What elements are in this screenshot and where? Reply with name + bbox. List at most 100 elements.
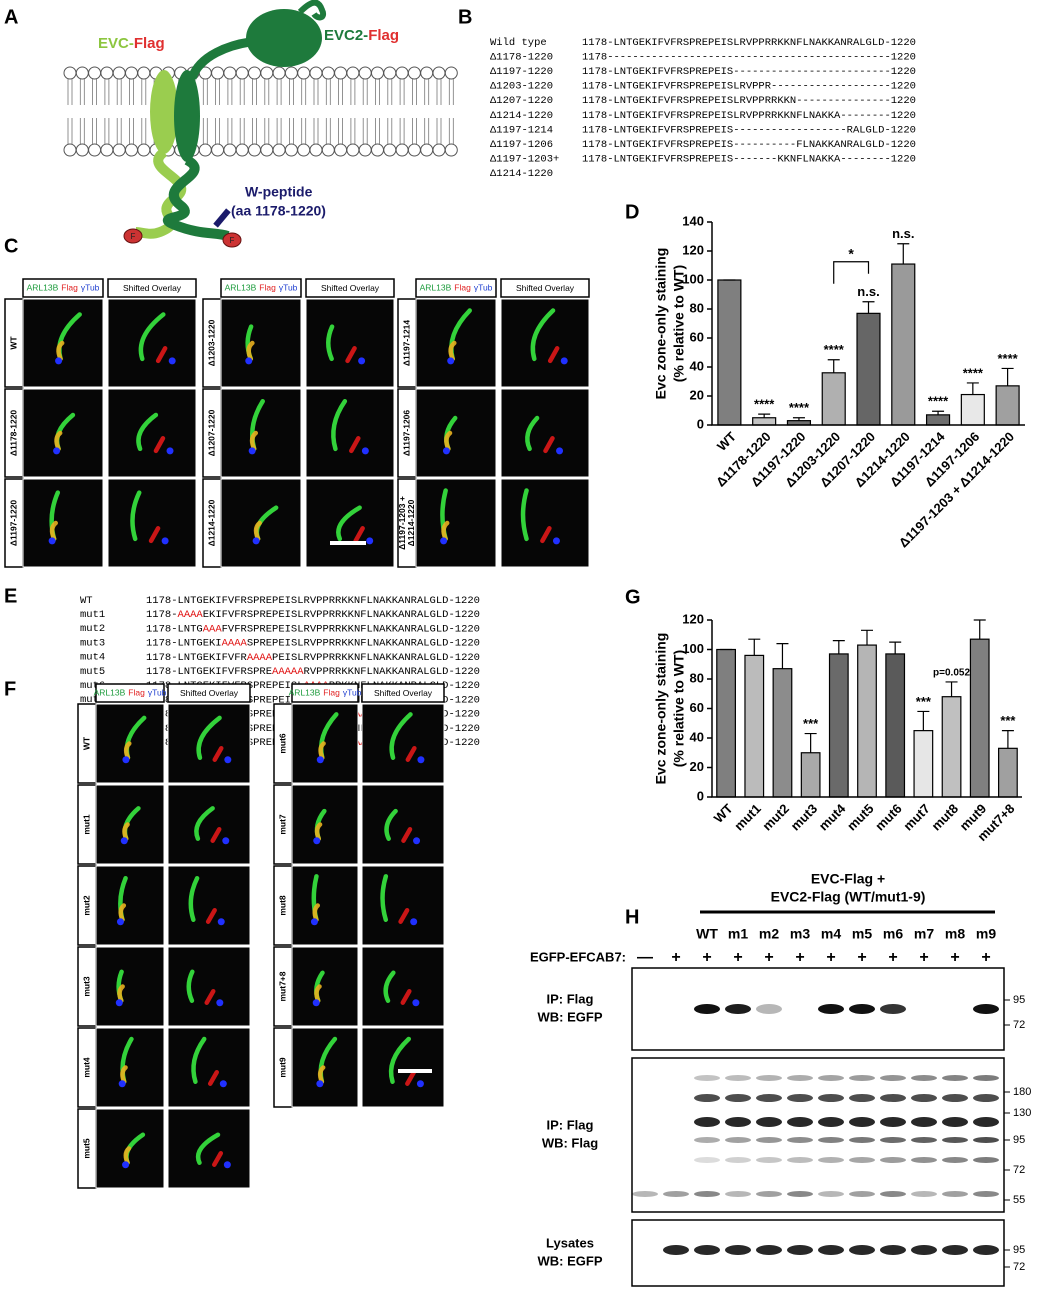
lipid-head bbox=[395, 143, 409, 157]
lane-label: m4 bbox=[821, 926, 841, 942]
y-axis-title: (% relative to WT) bbox=[671, 650, 687, 767]
lane-sign: — bbox=[637, 949, 653, 966]
header-box bbox=[500, 278, 590, 298]
row-label: EGFP-EFCAB7: bbox=[530, 949, 626, 964]
blot-band bbox=[818, 1094, 844, 1102]
significance-label: *** bbox=[803, 716, 819, 731]
sequence-part: RVPPRRKKNFLNAKKANRALGLD-1220 bbox=[304, 666, 480, 678]
micrograph bbox=[361, 703, 445, 784]
sequence-part: SPREPEISLRVPPRRKKNFLNAKKANRALGLD-1220 bbox=[247, 637, 480, 649]
sequence-part: FVFRSPREPEISLRVPPRRKKNFLNAKKANRALGLD-122… bbox=[222, 623, 480, 635]
blot-band bbox=[849, 1004, 875, 1014]
sequence: 1178-LNTGEKIFVFRSPREPEISLRVPPR----------… bbox=[582, 81, 916, 93]
blot-band bbox=[756, 1004, 782, 1014]
mw-marker: 95 bbox=[1013, 1244, 1025, 1256]
y-axis-title: Evc zone-only staining bbox=[653, 248, 669, 400]
tile-label: Δ1207-1220 bbox=[206, 409, 216, 456]
micrograph bbox=[95, 703, 165, 784]
panel-label: C bbox=[4, 235, 18, 257]
error-bar bbox=[758, 413, 771, 418]
cilium-green bbox=[136, 412, 159, 452]
blot-band bbox=[725, 1157, 751, 1163]
basal-body bbox=[245, 357, 253, 365]
sequence: 1178-LNTGEKIFVFRSPREPEIS----------------… bbox=[582, 124, 916, 136]
lane-label: m5 bbox=[852, 926, 872, 942]
tile-label: mut7 bbox=[277, 814, 287, 835]
mutant-name: mut5 bbox=[80, 666, 105, 678]
micrograph bbox=[95, 865, 165, 946]
y-tick-label: 120 bbox=[682, 611, 704, 626]
blot-band bbox=[756, 1075, 782, 1081]
y-axis-title: (% relative to WT) bbox=[671, 265, 687, 382]
significance-label: *** bbox=[1000, 713, 1016, 728]
micrograph bbox=[22, 388, 104, 478]
blot-band bbox=[725, 1117, 751, 1127]
bar bbox=[995, 385, 1020, 426]
significance-label: *** bbox=[916, 694, 932, 709]
basal-body bbox=[366, 537, 374, 545]
stain-gtub: γTub bbox=[343, 688, 362, 698]
significance-label: **** bbox=[754, 397, 775, 412]
stain-flag: Flag bbox=[323, 688, 340, 698]
blot-band bbox=[973, 1117, 999, 1127]
cilium-green bbox=[191, 1036, 207, 1084]
basal-body bbox=[556, 447, 564, 455]
micrograph bbox=[167, 1108, 251, 1189]
y-tick-label: 40 bbox=[690, 729, 704, 744]
cilium-red bbox=[249, 430, 259, 452]
micrograph bbox=[291, 784, 359, 865]
tile-label: Δ1203-1220 bbox=[206, 319, 216, 366]
stain-header: ARL13B Flag γTub bbox=[27, 283, 100, 293]
shifted-header: Shifted Overlay bbox=[123, 283, 182, 293]
micrograph bbox=[22, 478, 104, 568]
basal-body bbox=[447, 357, 455, 365]
cilium-red bbox=[547, 346, 560, 364]
cilium-red bbox=[205, 907, 217, 924]
mw-marker: 180 bbox=[1013, 1086, 1031, 1098]
sequence-part: EKIFVFRSPREPEISLRVPPRRKKNFLNAKKANRALGLD-… bbox=[203, 609, 480, 621]
lipid-head bbox=[407, 143, 421, 157]
y-tick-label: 0 bbox=[697, 416, 704, 431]
lipid-head bbox=[284, 66, 298, 80]
bar bbox=[856, 312, 881, 426]
cilium-red bbox=[123, 1146, 132, 1165]
alanine-substitution: AAAA bbox=[178, 609, 204, 621]
blot-band bbox=[787, 1157, 813, 1163]
blot-band bbox=[880, 1004, 906, 1014]
axes bbox=[711, 222, 1025, 426]
micrograph bbox=[361, 1027, 445, 1108]
y-tick-label: 40 bbox=[690, 358, 704, 373]
lane-sign: + bbox=[857, 949, 866, 966]
cilium-red bbox=[120, 1065, 128, 1084]
bar bbox=[925, 414, 951, 426]
basal-body bbox=[442, 447, 450, 455]
cilium-red bbox=[155, 346, 168, 364]
micrograph bbox=[107, 388, 197, 478]
y-tick-label: 20 bbox=[690, 387, 704, 402]
basal-body bbox=[55, 357, 63, 365]
y-tick-label: 80 bbox=[690, 670, 704, 685]
tile-label: Δ1197-1220 bbox=[8, 500, 18, 547]
lipid-head bbox=[346, 143, 360, 157]
lipid-head bbox=[260, 143, 274, 157]
micrograph bbox=[167, 946, 251, 1027]
tile-label: mut5 bbox=[81, 1138, 91, 1159]
error-bar bbox=[932, 410, 945, 415]
basal-body bbox=[416, 1080, 424, 1088]
basal-body bbox=[118, 1080, 126, 1088]
blot-band bbox=[911, 1245, 937, 1255]
blot-band bbox=[942, 1094, 968, 1102]
lane-sign: + bbox=[764, 949, 773, 966]
cilium-red bbox=[448, 340, 457, 362]
micrograph bbox=[167, 865, 251, 946]
blot-band bbox=[787, 1094, 813, 1102]
tile-label: Δ1197-1203 + bbox=[397, 496, 407, 550]
bar bbox=[716, 648, 736, 798]
micrograph bbox=[305, 478, 395, 568]
tag-letter: F bbox=[131, 232, 136, 241]
panel-label: B bbox=[458, 6, 472, 28]
micrograph bbox=[220, 298, 302, 388]
blot-band bbox=[849, 1094, 875, 1102]
cilium-red bbox=[405, 1069, 417, 1086]
cilium-green bbox=[520, 488, 529, 542]
